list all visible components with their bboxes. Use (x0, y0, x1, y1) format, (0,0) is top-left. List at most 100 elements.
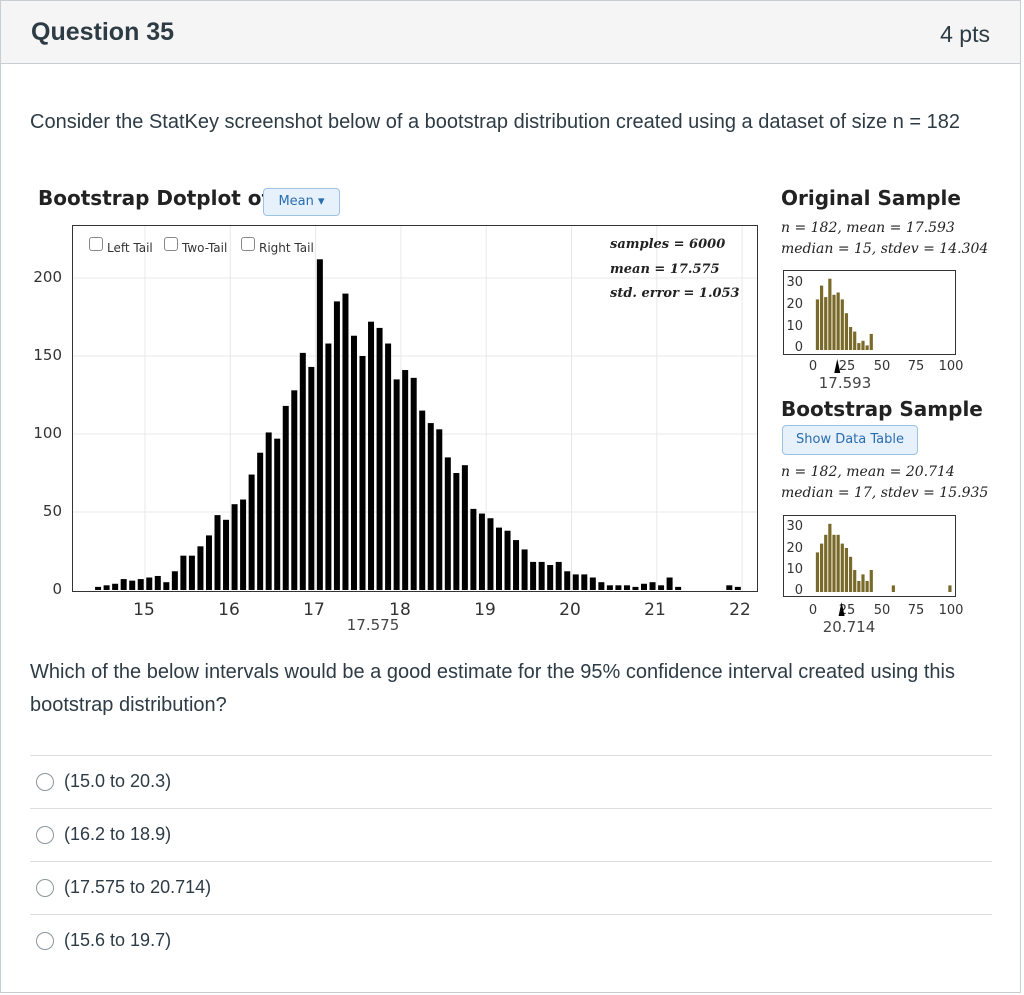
x-tick-label: 0 (808, 603, 818, 618)
radio-button[interactable] (36, 879, 54, 897)
histogram-bar (572, 574, 579, 590)
radio-button[interactable] (36, 826, 54, 844)
histogram-bar (538, 561, 545, 590)
show-data-table-button[interactable]: Show Data Table (782, 425, 918, 455)
histogram-bar (615, 585, 622, 590)
histogram-bar (103, 585, 110, 590)
mini-histogram-bar (828, 278, 832, 350)
x-tick-label: 100 (938, 603, 964, 618)
answer-option[interactable]: (16.2 to 18.9) (30, 808, 992, 860)
original-stats-line2: median = 15, stdev = 14.304 (781, 241, 989, 257)
question-header: Question 35 4 pts (1, 1, 1020, 64)
histogram-bar (129, 580, 136, 590)
histogram-bar (316, 259, 323, 590)
y-tick-label: 50 (42, 502, 62, 520)
answer-label[interactable]: (15.0 to 20.3) (64, 771, 172, 791)
answer-label[interactable]: (15.6 to 19.7) (64, 930, 172, 950)
answer-label[interactable]: (17.575 to 20.714) (64, 877, 212, 897)
mini-histogram-bar (815, 299, 820, 350)
histogram-bar (257, 452, 264, 590)
answer-option[interactable]: (15.0 to 20.3) (30, 755, 992, 807)
histogram-bar (589, 577, 596, 590)
histogram-bar (487, 518, 494, 590)
radio-button[interactable] (36, 932, 54, 950)
histogram-bar (291, 390, 298, 590)
mini-histogram-bar (815, 552, 820, 592)
histogram-bar (734, 586, 741, 590)
histogram-bar (359, 356, 366, 590)
right-tail-label: Right Tail (259, 241, 314, 255)
mini-histogram-bar (891, 585, 895, 592)
mini-histogram-bar (853, 570, 857, 592)
histogram-bar (325, 343, 332, 590)
histogram-bar (461, 465, 468, 590)
histogram-bar (197, 546, 204, 590)
histogram-bar (112, 583, 119, 590)
mini-histogram-bar (832, 534, 836, 592)
answer-option[interactable]: (15.6 to 19.7) (30, 914, 992, 966)
histogram-bar (368, 321, 375, 590)
question-title: Question 35 (31, 18, 175, 46)
mini-histogram-bar (819, 543, 824, 592)
bootstrap-sample-canvas (815, 523, 952, 592)
mini-histogram-bar (819, 285, 824, 350)
histogram-bar (470, 508, 477, 590)
histogram-bar (658, 585, 665, 590)
histogram-bar (205, 535, 212, 590)
histogram-bar (154, 575, 161, 590)
histogram-bar (120, 579, 127, 590)
two-tail-checkbox[interactable] (164, 237, 178, 251)
samples-stat: samples = 6000 (610, 237, 726, 252)
left-tail-checkbox[interactable] (89, 237, 103, 251)
histogram-bar (376, 327, 383, 590)
histogram-bar (171, 571, 178, 590)
mini-histogram-bar (865, 345, 869, 350)
histogram-bar (163, 582, 170, 590)
y-tick-label: 20 (786, 541, 803, 556)
histogram-bar (231, 504, 238, 590)
histogram-bar (282, 405, 289, 590)
mini-histogram-bar (861, 574, 865, 592)
histogram-bar (504, 530, 511, 590)
histogram-bar (623, 585, 630, 590)
mini-histogram-bar (869, 333, 873, 350)
mini-histogram-bar (844, 313, 849, 350)
radio-button[interactable] (36, 773, 54, 791)
bootstrap-stats-line1: n = 182, mean = 20.714 (781, 464, 955, 480)
mini-histogram-bar (948, 585, 952, 592)
histogram-bar (240, 499, 247, 590)
original-sample-canvas (815, 278, 873, 350)
mini-histogram-bar (840, 543, 844, 592)
answer-label[interactable]: (16.2 to 18.9) (64, 824, 172, 844)
chevron-down-icon: ▾ (318, 194, 325, 209)
histogram-bar (385, 343, 392, 590)
mini-histogram-bar (848, 327, 853, 350)
left-tail-label: Left Tail (107, 241, 153, 255)
histogram-bar (350, 335, 357, 590)
y-tick-label: 0 (794, 583, 803, 598)
mini-histogram-bar (857, 343, 861, 350)
histogram-bar (223, 519, 230, 590)
y-tick-label: 200 (33, 268, 62, 286)
mini-histogram-bar (836, 292, 840, 350)
answer-option[interactable]: (17.575 to 20.714) (30, 861, 992, 913)
statistic-dropdown-label: Mean (278, 194, 314, 209)
y-tick-label: 10 (786, 319, 803, 334)
x-tick-label: 20 (559, 600, 581, 620)
histogram-bar (393, 379, 400, 590)
histogram-bar (410, 377, 417, 590)
histogram-bar (632, 586, 639, 590)
dotplot-canvas (73, 226, 757, 591)
x-tick-label: 18 (389, 600, 411, 620)
two-tail-label: Two-Tail (182, 241, 228, 255)
histogram-bar (419, 410, 426, 590)
y-tick-label: 100 (33, 424, 62, 442)
histogram-bar (137, 579, 144, 590)
y-tick-label: 20 (786, 297, 803, 312)
original-mean-marker-label: 17.593 (818, 374, 872, 392)
y-tick-label: 10 (786, 562, 803, 577)
histogram-bar (248, 474, 255, 590)
mini-histogram-bar (848, 556, 853, 592)
right-tail-checkbox[interactable] (241, 237, 255, 251)
